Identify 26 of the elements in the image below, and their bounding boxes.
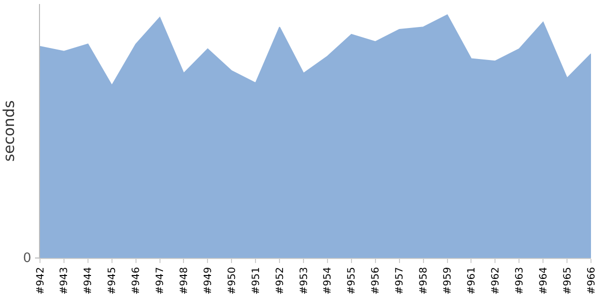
x-tick-label: #942 <box>35 267 46 294</box>
x-tick-label: #951 <box>250 267 262 294</box>
text: 0 <box>23 251 32 266</box>
x-tick-label: #944 <box>83 267 94 294</box>
x-tick-label: #952 <box>274 267 286 294</box>
x-tick-label: #961 <box>466 267 478 294</box>
x-tick-label: #963 <box>514 267 526 294</box>
x-tick-label: #949 <box>202 267 214 294</box>
x-tick-label: #953 <box>298 267 310 294</box>
y-axis-title: seconds <box>0 100 18 162</box>
x-tick-label: #965 <box>562 267 574 294</box>
x-tick-label: #943 <box>59 267 70 294</box>
x-tick-label: #956 <box>370 267 382 294</box>
x-tick-label: #946 <box>131 267 142 294</box>
x-tick-label: #955 <box>346 267 358 294</box>
x-tick-label: #954 <box>322 267 334 294</box>
x-tick-label: #950 <box>226 267 238 294</box>
x-tick-label: #945 <box>107 267 118 294</box>
x-tick-label: #964 <box>538 267 550 294</box>
x-tick-label: #962 <box>490 267 502 294</box>
x-tick-label: #959 <box>442 267 454 294</box>
x-tick-label: #947 <box>155 267 166 294</box>
x-tick-label: #948 <box>178 267 190 294</box>
x-tick-label: #957 <box>394 267 406 294</box>
x-tick-label: #966 <box>586 267 598 294</box>
x-tick-label: #958 <box>418 267 430 294</box>
